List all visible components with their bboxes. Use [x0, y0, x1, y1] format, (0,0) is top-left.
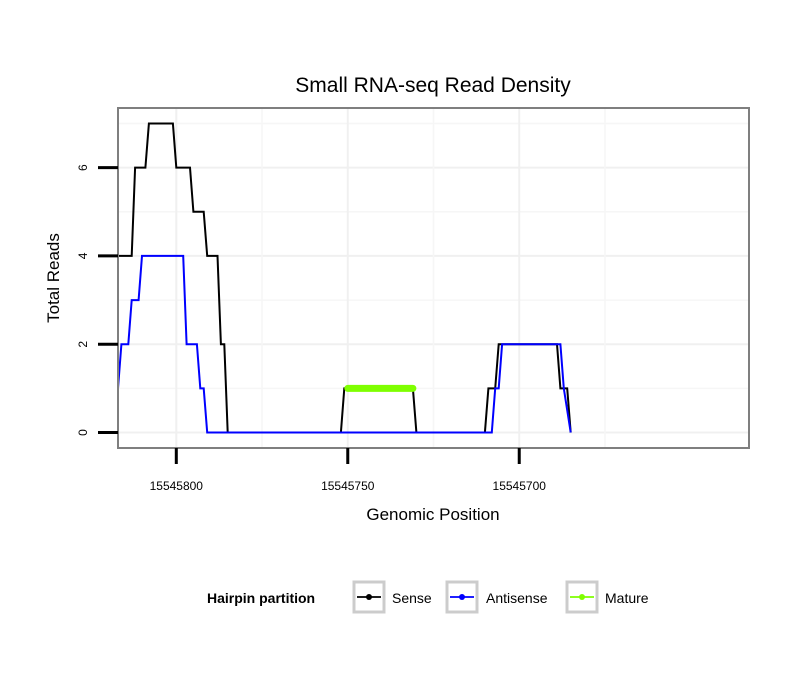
legend-item-antisense: Antisense — [445, 580, 548, 614]
plot-border — [117, 107, 750, 449]
legend: Hairpin partition Sense Antisense Mature — [207, 580, 649, 614]
legend-dot-mature — [579, 594, 585, 600]
series-layer — [118, 122, 572, 434]
legend-title: Hairpin partition — [207, 590, 315, 606]
y-tick-label: 6 — [76, 164, 90, 171]
y-tick-label: 4 — [76, 252, 90, 259]
legend-dot-antisense — [459, 594, 465, 600]
legend-item-sense: Sense — [352, 580, 432, 614]
series-line-sense — [118, 122, 572, 434]
legend-label-mature: Mature — [605, 590, 649, 606]
legend-label-antisense: Antisense — [486, 590, 548, 606]
legend-item-mature: Mature — [565, 580, 649, 614]
y-axis: 0 2 4 6 — [76, 164, 118, 436]
y-tick-label: 2 — [76, 341, 90, 348]
x-tick-label: 15545800 — [150, 479, 204, 493]
y-axis-title: Total Reads — [44, 233, 63, 323]
series-line-antisense — [118, 254, 572, 434]
x-axis: 15545800 15545750 15545700 — [150, 448, 547, 493]
legend-label-sense: Sense — [392, 590, 432, 606]
x-axis-title: Genomic Position — [366, 505, 499, 524]
x-tick-label: 15545700 — [493, 479, 547, 493]
chart-title: Small RNA-seq Read Density — [295, 74, 571, 97]
y-tick-label: 0 — [76, 429, 90, 436]
legend-dot-sense — [366, 594, 372, 600]
x-tick-label: 15545750 — [321, 479, 375, 493]
